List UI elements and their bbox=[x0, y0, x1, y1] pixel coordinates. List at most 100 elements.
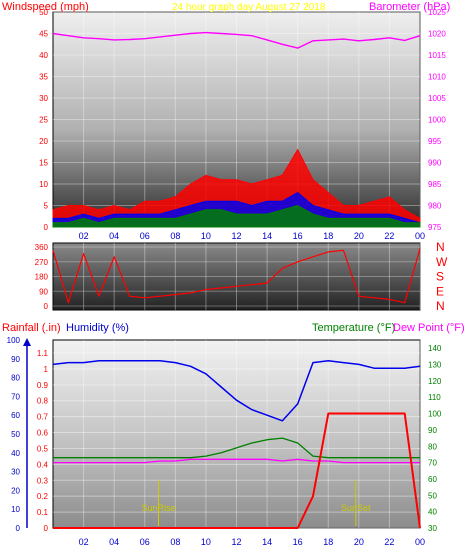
barometer-tick-label: 985 bbox=[428, 180, 442, 189]
compass-label: W bbox=[436, 255, 448, 269]
x-tick-label-top: 04 bbox=[109, 231, 119, 241]
x-tick-label-top: 14 bbox=[262, 231, 272, 241]
x-tick-label-bottom: 22 bbox=[384, 537, 394, 547]
axis-arrow-icon bbox=[23, 338, 31, 346]
compass-label: N bbox=[436, 299, 445, 313]
rainfall-tick-label: 1 bbox=[44, 365, 49, 374]
humidity-tick-label: 50 bbox=[11, 430, 20, 439]
wind-tick-label: 30 bbox=[39, 94, 48, 103]
x-tick-label-bottom: 12 bbox=[231, 537, 241, 547]
x-tick-label-top: 16 bbox=[293, 231, 303, 241]
temperature-tick-label: 140 bbox=[428, 344, 442, 353]
humidity-tick-label: 40 bbox=[11, 449, 20, 458]
x-tick-label-bottom: 06 bbox=[140, 537, 150, 547]
x-tick-label-top: 22 bbox=[384, 231, 394, 241]
humidity-tick-label: 90 bbox=[11, 355, 20, 364]
humidity-tick-label: 30 bbox=[11, 468, 20, 477]
x-tick-label-top: 20 bbox=[354, 231, 364, 241]
temperature-tick-label: 40 bbox=[428, 508, 437, 517]
direction-tick-label: 90 bbox=[39, 287, 48, 296]
wind-tick-label: 20 bbox=[39, 137, 48, 146]
humidity-tick-label: 70 bbox=[11, 392, 20, 401]
sunrise-label: SunRise bbox=[141, 503, 175, 513]
x-tick-label-bottom: 14 bbox=[262, 537, 272, 547]
barometer-tick-label: 1000 bbox=[428, 116, 446, 125]
x-tick-label-top: 18 bbox=[323, 231, 333, 241]
wind-axis-title: Windspeed (mph) bbox=[2, 1, 89, 13]
humidity-tick-label: 60 bbox=[11, 411, 20, 420]
x-tick-label-bottom: 10 bbox=[201, 537, 211, 547]
temperature-tick-label: 50 bbox=[428, 491, 437, 500]
barometer-tick-label: 975 bbox=[428, 223, 442, 232]
direction-series-line bbox=[52, 248, 421, 304]
humidity-panel-bg bbox=[52, 339, 421, 529]
wind-tick-label: 50 bbox=[39, 8, 48, 17]
compass-label: S bbox=[436, 270, 444, 284]
chart-title: 24 hour graph day August 27 2018 bbox=[172, 2, 326, 13]
x-tick-label-top: 10 bbox=[201, 231, 211, 241]
rainfall-tick-label: 0.8 bbox=[37, 397, 49, 406]
humidity-tick-label: 100 bbox=[7, 336, 21, 345]
wind-tick-label: 15 bbox=[39, 159, 48, 168]
wind-tick-label: 10 bbox=[39, 180, 48, 189]
temperature-tick-label: 60 bbox=[428, 475, 437, 484]
humidity-tick-label: 80 bbox=[11, 374, 20, 383]
gust-series-area bbox=[52, 148, 421, 228]
humidity-tick-label: 20 bbox=[11, 486, 20, 495]
wind-series-area bbox=[52, 204, 421, 228]
barometer-series-line bbox=[52, 31, 421, 49]
rainfall-tick-label: 0.7 bbox=[37, 413, 49, 422]
rainfall-tick-label: 0.9 bbox=[37, 381, 49, 390]
rainfall-series-line bbox=[53, 412, 421, 529]
x-tick-label-top: 12 bbox=[231, 231, 241, 241]
wind-tick-label: 40 bbox=[39, 51, 48, 60]
rainfall-tick-label: 0.1 bbox=[37, 508, 49, 517]
x-tick-label-bottom: 16 bbox=[293, 537, 303, 547]
direction-tick-label: 360 bbox=[35, 243, 49, 252]
direction-tick-label: 180 bbox=[35, 273, 49, 282]
temperature-axis-title: Temperature (°F) bbox=[312, 322, 395, 334]
rainfall-tick-label: 0.5 bbox=[37, 444, 49, 453]
rainfall-tick-label: 0.3 bbox=[37, 476, 49, 485]
barometer-tick-label: 1015 bbox=[428, 51, 446, 60]
humidity-axis-title: Humidity (%) bbox=[66, 322, 129, 334]
temperature-tick-label: 130 bbox=[428, 361, 442, 370]
x-tick-label-top: 08 bbox=[170, 231, 180, 241]
temperature-tick-label: 110 bbox=[428, 393, 441, 402]
direction-panel-bg bbox=[52, 242, 421, 311]
temperature-series-line bbox=[53, 437, 420, 459]
dewpoint-axis-title: Dew Point (°F) bbox=[393, 322, 465, 334]
x-tick-label-bottom: 18 bbox=[323, 537, 333, 547]
wind-tick-label: 0 bbox=[44, 223, 49, 232]
x-tick-label-bottom: 04 bbox=[109, 537, 119, 547]
barometer-tick-label: 1005 bbox=[428, 94, 446, 103]
direction-tick-label: 270 bbox=[35, 258, 49, 267]
x-tick-label-top: 02 bbox=[79, 231, 89, 241]
temperature-tick-label: 100 bbox=[428, 410, 442, 419]
rainfall-axis-title: Rainfall (.in) bbox=[2, 322, 61, 334]
x-tick-label-top: 00 bbox=[415, 231, 425, 241]
barometer-axis-title: Barometer (hPa) bbox=[369, 1, 450, 13]
barometer-tick-label: 990 bbox=[428, 159, 442, 168]
temperature-tick-label: 70 bbox=[428, 459, 437, 468]
humidity-series-line bbox=[52, 359, 421, 422]
barometer-tick-label: 1025 bbox=[428, 8, 446, 17]
x-tick-label-bottom: 02 bbox=[79, 537, 89, 547]
sunset-label: SunSet bbox=[341, 503, 371, 513]
rainfall-tick-label: 0.2 bbox=[37, 492, 49, 501]
temperature-tick-label: 30 bbox=[428, 524, 437, 533]
wind-tick-label: 35 bbox=[39, 73, 48, 82]
rainfall-tick-label: 0.6 bbox=[37, 429, 49, 438]
compass-label: E bbox=[436, 284, 444, 298]
compass-label: N bbox=[436, 240, 445, 254]
direction-tick-label: 0 bbox=[44, 302, 49, 311]
x-tick-label-bottom: 00 bbox=[415, 537, 425, 547]
temperature-tick-label: 120 bbox=[428, 377, 442, 386]
barometer-tick-label: 1010 bbox=[428, 73, 446, 82]
barometer-tick-label: 1020 bbox=[428, 30, 446, 39]
wind-tick-label: 25 bbox=[39, 116, 48, 125]
rainfall-tick-label: 1.1 bbox=[37, 349, 49, 358]
temperature-tick-label: 80 bbox=[428, 442, 437, 451]
